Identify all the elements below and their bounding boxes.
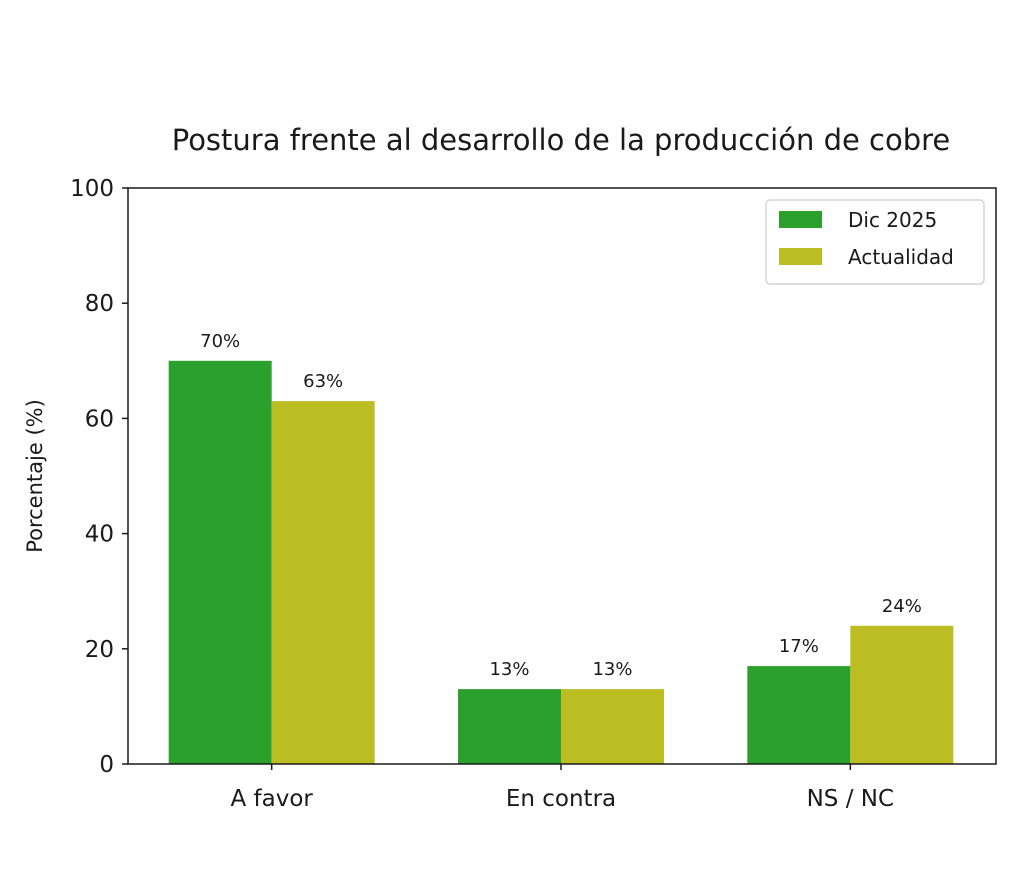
plot-area: 70% 63% A favor 13% 13% En contra 17% 24% NS / N… [70, 176, 997, 812]
y-tick-label: 60 [85, 406, 114, 432]
bar-value-label: 70% [200, 331, 240, 352]
chart-title: Postura frente al desarrollo de la produ… [172, 123, 951, 157]
legend-swatch [779, 211, 822, 228]
bar [168, 360, 272, 764]
bar [271, 401, 375, 764]
bar-value-label: 17% [779, 636, 819, 657]
axes-frame [127, 187, 997, 765]
bar [458, 689, 561, 764]
bar-value-label: 63% [303, 371, 343, 392]
x-tick-label: A favor [230, 786, 313, 812]
y-tick-label: 40 [85, 522, 114, 548]
y-tick-label: 80 [85, 291, 114, 317]
y-axis-label: Porcentaje (%) [23, 399, 47, 553]
legend-label: Dic 2025 [848, 208, 937, 232]
bar-value-label: 24% [882, 596, 922, 617]
legend: Dic 2025 Actualidad [765, 199, 985, 285]
bar-value-label: 13% [489, 659, 529, 680]
bar [561, 689, 664, 764]
bar-value-label: 13% [592, 659, 632, 680]
legend-label: Actualidad [848, 245, 954, 269]
x-tick-label: NS / NC [807, 786, 894, 812]
y-tick-label: 20 [85, 637, 114, 663]
legend-swatch [779, 248, 822, 265]
bar [747, 666, 851, 764]
bar [850, 625, 954, 764]
y-tick-label: 0 [99, 752, 114, 778]
y-tick-label: 100 [70, 176, 114, 202]
x-tick-label: En contra [506, 786, 616, 812]
